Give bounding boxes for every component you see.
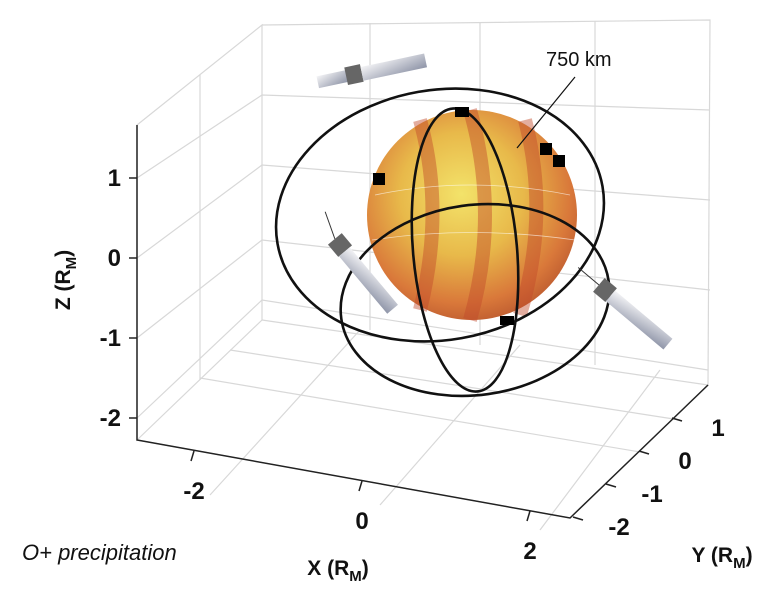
tick-mark (359, 481, 362, 491)
tick-mark (527, 511, 530, 521)
annotation: 750 km (546, 49, 612, 71)
tick-label: 2 (523, 538, 536, 565)
tick-label: -2 (183, 478, 204, 505)
tick-label: 1 (108, 165, 121, 192)
caption: O+ precipitation (22, 540, 177, 565)
label-sub: M (349, 568, 362, 585)
tick-label: -2 (608, 514, 629, 541)
tick-mark (606, 484, 616, 487)
tick-mark (639, 451, 649, 454)
label-end: ) (746, 544, 753, 567)
label: Z (R (52, 269, 75, 310)
tick-label: 0 (355, 508, 368, 535)
label: Y (R (691, 544, 733, 567)
label-end: ) (52, 250, 75, 257)
figure: 750 km O+ precipitation Z (RM) X (RM) Y … (0, 0, 777, 589)
label-sub: M (733, 555, 746, 572)
tick-mark (191, 451, 194, 461)
tick-mark (573, 517, 583, 520)
label-sub: M (63, 257, 80, 270)
annotation-line (517, 77, 575, 148)
x-axis-label: X (RM) (307, 557, 369, 585)
tick-label: -1 (100, 325, 121, 352)
tick-label: -2 (100, 405, 121, 432)
tick-label: 1 (711, 415, 724, 442)
tick-label: 0 (108, 245, 121, 272)
tick-label: 0 (678, 448, 691, 475)
y-axis-label: Y (RM) (691, 544, 752, 572)
label-end: ) (362, 557, 369, 580)
label: X (R (307, 557, 349, 580)
tick-label: -1 (641, 481, 662, 508)
z-axis-label: Z (RM) (52, 250, 80, 310)
